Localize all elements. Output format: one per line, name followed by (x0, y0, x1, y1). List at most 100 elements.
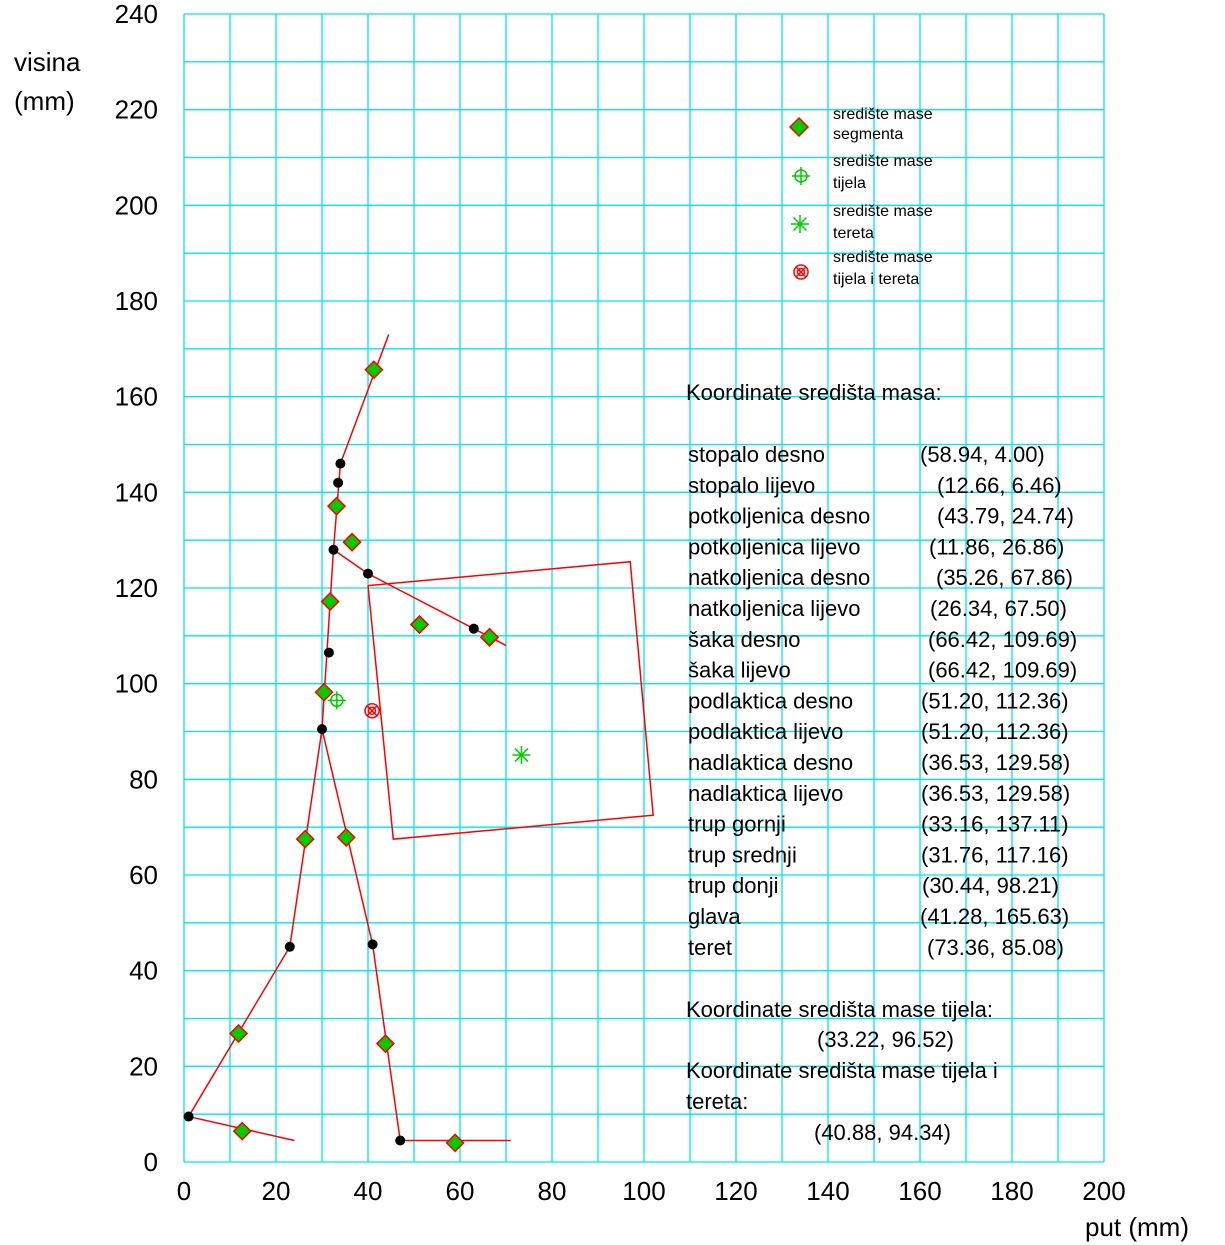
x-tick-label: 200 (1082, 1176, 1125, 1206)
coordinates-row-value: (26.34, 67.50) (930, 596, 1067, 621)
legend-entry-total: središte mase tijela i tereta (793, 249, 933, 288)
total-com-heading-1: Koordinate središta mase tijela i (686, 1058, 998, 1083)
x-axis-label: put (mm) (1085, 1212, 1189, 1242)
markers (183, 360, 531, 1153)
y-tick-label: 140 (115, 477, 158, 507)
body-com-point (327, 691, 346, 710)
legend-label: tereta (833, 225, 874, 242)
segment-com-point (342, 532, 362, 552)
coordinates-row-name: nadlaktica desno (688, 750, 853, 775)
total-com-outer (364, 702, 380, 719)
x-axis-ticks: 0 20 40 60 80 100 120 140 160 180 200 (177, 1176, 1126, 1206)
coordinates-row-name: stopalo desno (688, 442, 825, 467)
load-com-point (512, 746, 531, 765)
joint-point (317, 724, 327, 735)
coordinates-row-name: stopalo lijevo (688, 473, 815, 498)
y-axis-label-line-2: (mm) (14, 86, 75, 116)
y-tick-label: 180 (115, 286, 158, 316)
y-axis-label-line-1: visina (14, 47, 81, 77)
coordinates-row-value: (31.76, 117.16) (921, 842, 1069, 867)
y-tick-label: 80 (129, 764, 158, 794)
x-tick-label: 120 (714, 1176, 757, 1206)
total-com-point (364, 702, 380, 719)
coordinates-row-value: (30.44, 98.21) (922, 873, 1059, 898)
legend: središte mase segmenta središte mase tij… (788, 106, 933, 288)
coordinates-row-name: šaka desno (688, 627, 801, 652)
x-tick-label: 60 (446, 1176, 475, 1206)
coordinates-row-value: (12.66, 6.46) (937, 473, 1062, 498)
legend-asterisk-icon (791, 215, 809, 233)
body-com-value: (33.22, 96.52) (817, 1027, 954, 1052)
grid (183, 13, 1105, 1163)
coordinates-rows: stopalo desno (58.94, 4.00) stopalo lijevo… (688, 442, 1077, 960)
coordinates-row-name: trup donji (688, 873, 779, 898)
legend-crosshair-icon (792, 167, 810, 185)
segment-com-point (364, 360, 384, 380)
segment-com-point (479, 627, 500, 647)
coordinates-row-name: šaka lijevo (688, 658, 791, 683)
coordinates-row-value: (66.42, 109.69) (928, 627, 1077, 652)
legend-entry-load: središte mase tereta (791, 203, 933, 242)
total-com-heading-2: tereta: (686, 1089, 748, 1114)
coordinates-row-value: (35.26, 67.86) (936, 565, 1073, 590)
x-tick-label: 20 (262, 1176, 291, 1206)
coordinates-row-name: natkoljenica desno (688, 565, 870, 590)
total-com-inner (367, 706, 377, 715)
total-com-value: (40.88, 94.34) (814, 1120, 951, 1145)
coordinates-row-value: (51.20, 112.36) (921, 688, 1069, 713)
coordinates-row-name: glava (688, 904, 741, 929)
body-com-heading: Koordinate središta mase tijela: (686, 997, 993, 1022)
coordinates-row-value: (11.86, 26.86) (929, 534, 1064, 559)
coordinates-row-value: (66.42, 109.69) (928, 658, 1077, 683)
y-tick-label: 20 (129, 1051, 158, 1081)
coordinates-row-value: (41.28, 165.63) (920, 904, 1069, 929)
segment-com-point (320, 592, 340, 612)
legend-label: središte mase (833, 249, 933, 266)
coordinates-panel: Koordinate središta masa: stopalo desno (… (686, 380, 1077, 1145)
y-tick-label: 200 (115, 190, 158, 220)
total-com-diag2 (366, 705, 378, 717)
segment-com-point (228, 1023, 249, 1044)
joint-point (328, 544, 339, 555)
legend-label: središte mase (833, 153, 933, 170)
x-tick-label: 180 (990, 1176, 1033, 1206)
legend-label: središte mase (833, 106, 933, 123)
joint-point (335, 458, 346, 469)
coordinates-row-value: (73.36, 85.08) (927, 935, 1064, 960)
coordinates-row-value: (33.16, 137.11) (921, 812, 1069, 837)
x-tick-label: 80 (538, 1176, 567, 1206)
segment-com-point (336, 827, 356, 847)
coordinates-row-name: trup gornji (688, 812, 786, 837)
coordinates-row-name: potkoljenica desno (688, 504, 870, 529)
joint-point (395, 1135, 406, 1146)
coordinates-row-name: teret (688, 935, 732, 960)
segment-com-point (314, 682, 334, 702)
joint-point (333, 477, 344, 488)
segment-com-point (232, 1121, 252, 1141)
segment-com-point (326, 496, 347, 516)
segment-com-point (295, 829, 315, 849)
coordinates-row-value: (43.79, 24.74) (937, 504, 1074, 529)
skeleton-segment-line (187, 728, 511, 1142)
y-tick-label: 0 (144, 1147, 158, 1177)
legend-entry-segment: središte mase segmenta (788, 106, 933, 143)
legend-label: tijela i tereta (833, 271, 919, 288)
x-tick-label: 100 (622, 1176, 665, 1206)
y-tick-label: 240 (115, 0, 158, 29)
coordinates-row-name: trup srednji (688, 842, 797, 867)
segment-com-point (409, 614, 430, 635)
x-tick-label: 160 (898, 1176, 941, 1206)
legend-diamond-icon (788, 116, 810, 138)
coordinates-row-value: (58.94, 4.00) (920, 442, 1045, 467)
coordinates-row-name: nadlaktica lijevo (688, 781, 843, 806)
skeleton-segment-line (321, 334, 390, 730)
segment-com-point (375, 1034, 395, 1054)
legend-label: tijela (833, 175, 866, 192)
joint-point (284, 941, 295, 952)
legend-label: središte mase (833, 203, 933, 220)
y-tick-label: 100 (115, 669, 158, 699)
y-tick-label: 60 (129, 860, 158, 890)
coordinates-row-value: (51.20, 112.36) (921, 719, 1069, 744)
coordinates-heading: Koordinate središta masa: (686, 380, 942, 405)
